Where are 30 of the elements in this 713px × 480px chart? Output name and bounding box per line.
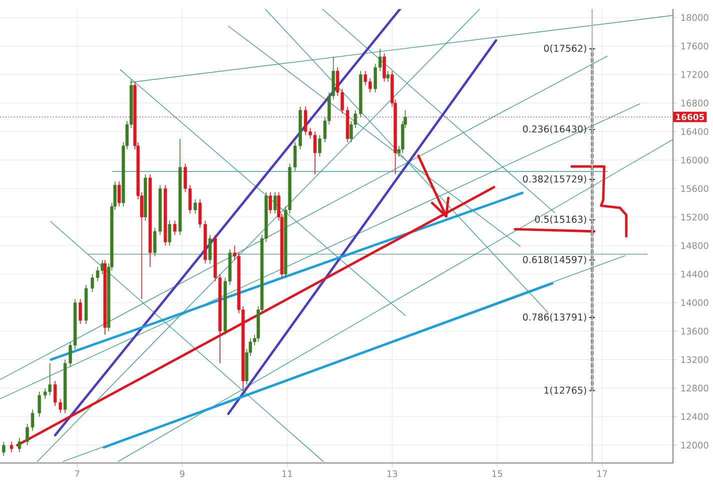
y-tick-label: 14800 xyxy=(681,242,708,250)
x-tick-label: 15 xyxy=(492,470,502,478)
y-tick-label: 12800 xyxy=(681,384,708,392)
ref-line-label: 1(12765) xyxy=(544,386,586,395)
y-tick-label: 12400 xyxy=(681,413,708,420)
ref-line-label: 0.236(16430) xyxy=(523,125,586,134)
ref-line-label: 0.618(14597) xyxy=(523,256,586,264)
x-tick-label: 17 xyxy=(597,470,608,477)
y-tick-label: 12000 xyxy=(681,442,708,449)
y-tick-label: 15200 xyxy=(681,214,708,220)
ref-line-label: 0(17562) xyxy=(544,44,586,53)
y-tick-label: 17600 xyxy=(681,42,708,50)
y-tick-label: 14000 xyxy=(681,299,708,306)
ref-line-label: 0.5(15163) xyxy=(535,216,586,224)
x-tick-label: 9 xyxy=(180,470,184,478)
y-tick-label: 13600 xyxy=(681,328,708,335)
x-tick-label: 7 xyxy=(75,470,80,477)
y-tick-label: 17200 xyxy=(681,71,708,78)
ref-line-label: 16605 xyxy=(676,114,704,120)
y-tick-label: 15600 xyxy=(681,185,708,192)
y-tick-label: 13200 xyxy=(681,356,708,364)
x-tick-label: 13 xyxy=(387,470,398,478)
y-tick-label: 16800 xyxy=(681,100,708,106)
y-tick-label: 14400 xyxy=(681,270,708,278)
ref-line-label: 0.786(13791) xyxy=(523,313,586,322)
y-tick-label: 16400 xyxy=(681,128,708,135)
y-tick-label: 16000 xyxy=(681,156,708,164)
ref-line-label: 0.382(15729) xyxy=(523,175,586,184)
y-tick-label: 18000 xyxy=(681,14,708,21)
x-tick-label: 11 xyxy=(282,470,292,477)
